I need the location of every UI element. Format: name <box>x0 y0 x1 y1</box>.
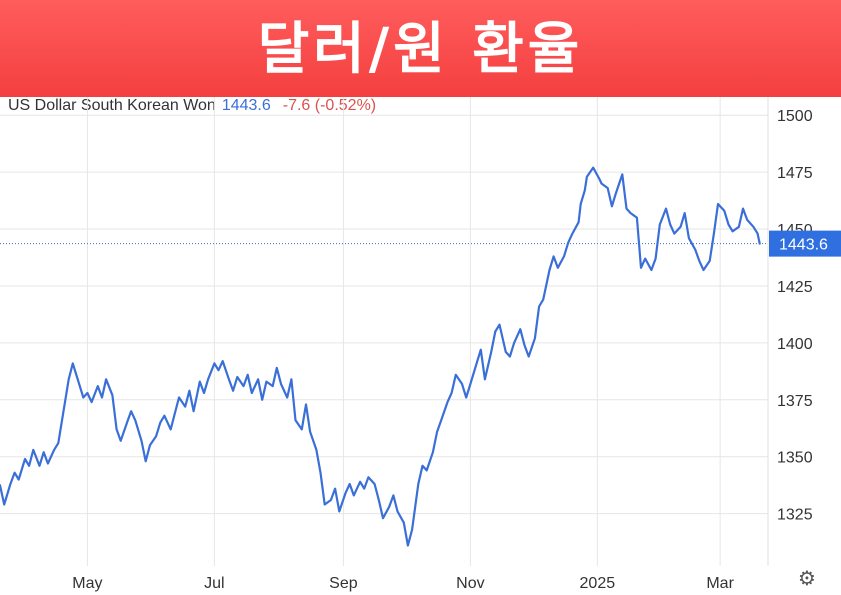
y-tick-label: 1400 <box>777 336 813 353</box>
y-tick-label: 1375 <box>777 393 813 410</box>
x-tick-label: Nov <box>456 575 484 592</box>
current-price: 1443.6 <box>221 97 271 114</box>
x-tick-label: Mar <box>706 575 734 592</box>
banner-title: 달러/원 환율 <box>257 16 584 82</box>
y-tick-label: 1425 <box>777 279 813 296</box>
series-layer <box>0 166 761 547</box>
x-tick-label: Jul <box>204 575 224 592</box>
x-tick-label: May <box>72 575 102 592</box>
quote-header: US Dollar South Korean Won 1443.6 -7.6 (-0… <box>8 97 376 115</box>
gear-icon[interactable]: ⚙ <box>798 568 816 590</box>
last-price-layer: 1443.6 <box>0 230 841 257</box>
grid-lines <box>0 97 769 566</box>
y-tick-label: 1350 <box>777 450 813 467</box>
price-change: -7.6 (-0.52%) <box>282 97 377 114</box>
y-tick-label: 1325 <box>777 507 813 524</box>
last-price-tag <box>769 230 841 257</box>
y-tick-label: 1500 <box>777 108 813 125</box>
last-price-label: 1443.6 <box>779 237 828 254</box>
series-line <box>0 166 761 547</box>
instrument-name: US Dollar South Korean Won <box>8 97 216 114</box>
title-banner: 달러/원 환율 <box>0 0 841 97</box>
x-tick-label: 2025 <box>580 575 616 592</box>
x-tick-label: Sep <box>329 575 358 592</box>
y-tick-label: 1475 <box>777 165 813 182</box>
x-axis: May Jul Sep Nov 2025 Mar <box>72 575 734 592</box>
